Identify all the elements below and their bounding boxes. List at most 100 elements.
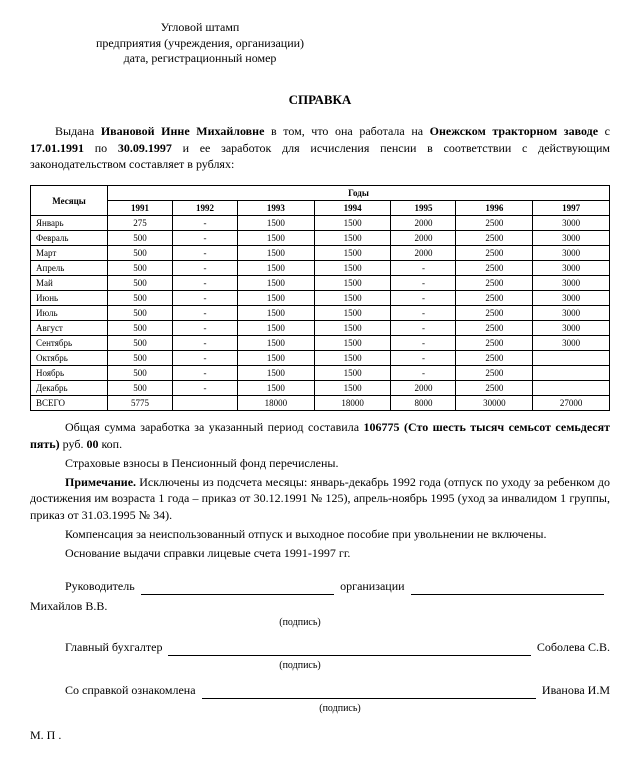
table-row: Октябрь500-15001500-2500: [31, 351, 610, 366]
value-cell: 3000: [533, 246, 610, 261]
value-cell: 2500: [456, 276, 533, 291]
month-cell: Февраль: [31, 231, 108, 246]
table-row: Январь275-15001500200025003000: [31, 216, 610, 231]
month-cell: ВСЕГО: [31, 396, 108, 411]
year-header: 1995: [391, 201, 456, 216]
year-header: 1996: [456, 201, 533, 216]
month-cell: Июнь: [31, 291, 108, 306]
month-cell: Май: [31, 276, 108, 291]
value-cell: -: [391, 351, 456, 366]
value-cell: 1500: [314, 321, 391, 336]
value-cell: [533, 381, 610, 396]
value-cell: 275: [108, 216, 173, 231]
value-cell: 1500: [238, 246, 315, 261]
value-cell: 1500: [238, 366, 315, 381]
value-cell: 2500: [456, 261, 533, 276]
value-cell: 2500: [456, 231, 533, 246]
value-cell: 2500: [456, 216, 533, 231]
value-cell: 3000: [533, 336, 610, 351]
value-cell: 5775: [108, 396, 173, 411]
value-cell: 1500: [314, 381, 391, 396]
value-cell: 500: [108, 381, 173, 396]
value-cell: 2000: [391, 216, 456, 231]
table-row: Август500-15001500-25003000: [31, 321, 610, 336]
corner-stamp: Угловой штамп предприятия (учреждения, о…: [60, 20, 340, 67]
value-cell: 1500: [314, 276, 391, 291]
table-row: Март500-15001500200025003000: [31, 246, 610, 261]
value-cell: 2500: [456, 291, 533, 306]
signature-line: [141, 594, 334, 595]
year-header: 1992: [173, 201, 238, 216]
value-cell: 500: [108, 246, 173, 261]
table-row: Ноябрь500-15001500-2500: [31, 366, 610, 381]
value-cell: 2500: [456, 366, 533, 381]
value-cell: 500: [108, 366, 173, 381]
table-row: Июнь500-15001500-25003000: [31, 291, 610, 306]
years-header: Годы: [108, 186, 610, 201]
year-header: 1991: [108, 201, 173, 216]
value-cell: 1500: [314, 261, 391, 276]
signature-line: [411, 594, 604, 595]
value-cell: 1500: [314, 291, 391, 306]
accountant-name: Соболева С.В.: [537, 638, 610, 656]
org-word: организации: [340, 577, 404, 595]
signature-sub: (подпись): [270, 701, 410, 716]
value-cell: 500: [108, 336, 173, 351]
month-cell: Апрель: [31, 261, 108, 276]
year-header: 1997: [533, 201, 610, 216]
value-cell: -: [173, 246, 238, 261]
value-cell: 1500: [238, 261, 315, 276]
value-cell: 1500: [238, 351, 315, 366]
value-cell: 1500: [238, 321, 315, 336]
signature-block: Руководитель организации Михайлов В.В. (…: [30, 577, 610, 744]
value-cell: -: [173, 306, 238, 321]
value-cell: 2000: [391, 381, 456, 396]
person-name: Ивановой Инне Михайловне: [101, 124, 265, 138]
value-cell: 500: [108, 291, 173, 306]
value-cell: [533, 351, 610, 366]
month-cell: Июль: [31, 306, 108, 321]
date-from: 17.01.1991: [30, 141, 84, 155]
value-cell: 2500: [456, 321, 533, 336]
role-director: Руководитель: [30, 577, 135, 595]
stamp-line: предприятия (учреждения, организации): [60, 36, 340, 52]
value-cell: 500: [108, 276, 173, 291]
value-cell: 1500: [238, 381, 315, 396]
year-header: 1993: [238, 201, 315, 216]
value-cell: 1500: [238, 306, 315, 321]
month-cell: Ноябрь: [31, 366, 108, 381]
value-cell: -: [173, 351, 238, 366]
value-cell: 3000: [533, 321, 610, 336]
date-to: 30.09.1997: [118, 141, 172, 155]
value-cell: 500: [108, 261, 173, 276]
value-cell: 1500: [238, 231, 315, 246]
signature-line: [168, 655, 530, 656]
director-name: Михайлов В.В.: [30, 597, 610, 615]
value-cell: -: [173, 216, 238, 231]
month-cell: Март: [31, 246, 108, 261]
value-cell: -: [391, 366, 456, 381]
month-cell: Октябрь: [31, 351, 108, 366]
value-cell: 1500: [238, 216, 315, 231]
value-cell: -: [391, 306, 456, 321]
value-cell: 500: [108, 231, 173, 246]
table-row: Май500-15001500-25003000: [31, 276, 610, 291]
body-text: Общая сумма заработка за указанный перио…: [30, 419, 610, 561]
value-cell: -: [173, 291, 238, 306]
signature-sub: (подпись): [230, 658, 370, 673]
value-cell: 1500: [238, 276, 315, 291]
value-cell: 500: [108, 351, 173, 366]
signature-line: [202, 698, 536, 699]
value-cell: 2500: [456, 381, 533, 396]
value-cell: 1500: [314, 231, 391, 246]
value-cell: 3000: [533, 306, 610, 321]
ack-name: Иванова И.М: [542, 681, 610, 699]
table-row: Июль500-15001500-25003000: [31, 306, 610, 321]
value-cell: 2500: [456, 306, 533, 321]
value-cell: 3000: [533, 231, 610, 246]
value-cell: 1500: [314, 306, 391, 321]
acknowledgement: Со справкой ознакомлена: [30, 681, 196, 699]
value-cell: 500: [108, 306, 173, 321]
value-cell: -: [173, 366, 238, 381]
table-row: Апрель500-15001500-25003000: [31, 261, 610, 276]
